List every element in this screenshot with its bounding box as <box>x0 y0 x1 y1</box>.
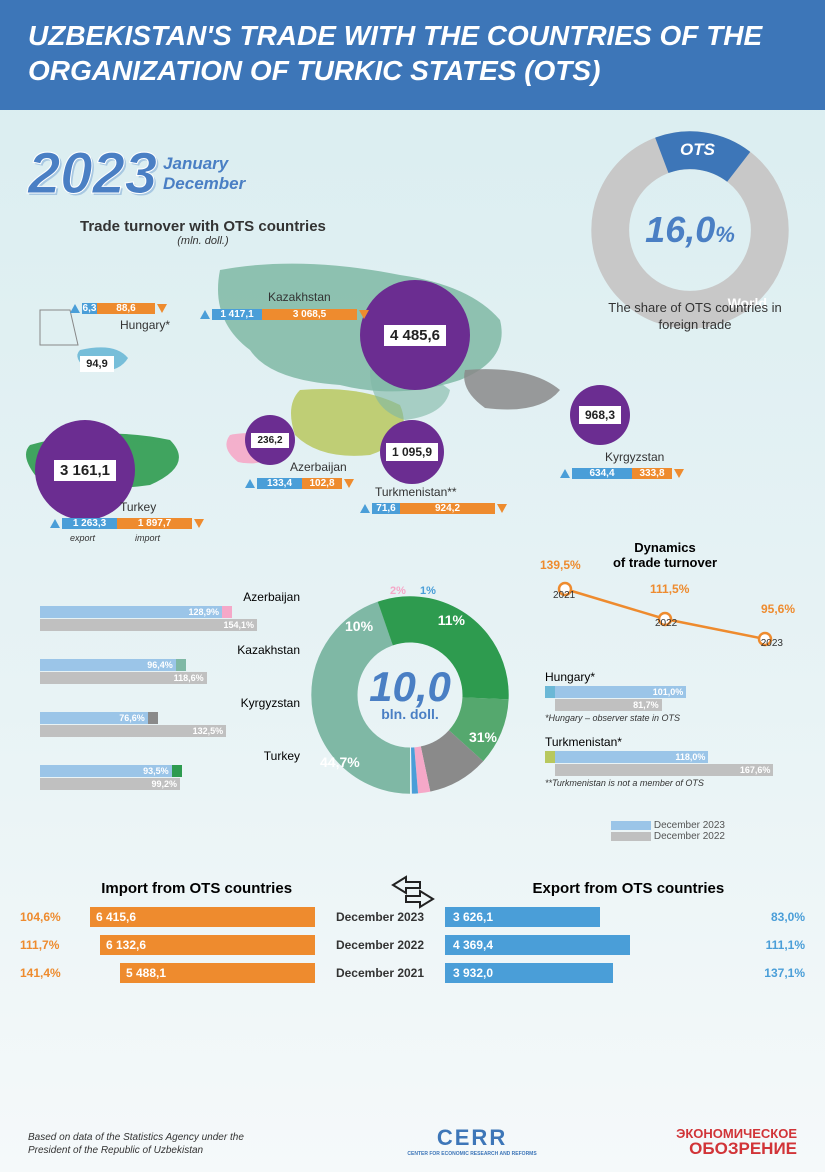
label-kazakhstan: Kazakhstan <box>268 290 331 304</box>
dynamics-chart: Dynamics of trade turnover 139,5% 111,5%… <box>535 540 795 660</box>
bubble-kazakhstan: 4 485,6 <box>360 280 470 390</box>
swap-icon <box>388 872 438 912</box>
bar-turkmenistan: 71,6924,2 <box>360 500 507 517</box>
label-turkey: Turkey <box>120 500 156 514</box>
logo-review: ЭКОНОМИЧЕСКОЕОБОЗРЕНИЕ <box>676 1127 797 1157</box>
growth-Turkmenistan*: Turkmenistan* 118,0% 167,6% **Turkmenist… <box>545 735 795 788</box>
bar-hungary: 6,388,6 <box>70 300 167 317</box>
page-title: UZBEKISTAN'S TRADE WITH THE COUNTRIES OF… <box>0 0 825 110</box>
label-azerbaijan: Azerbaijan <box>290 460 347 474</box>
bubble-turkmenistan: 1 095,9 <box>380 420 444 484</box>
share-value: 16,0% <box>645 209 735 251</box>
growth-Kyrgyzstan: Kyrgyzstan 76,6% 132,5% <box>40 696 300 737</box>
months: January December <box>163 154 245 193</box>
growth-Hungary*: Hungary* 101,0% 81,7% *Hungary – observe… <box>545 670 795 723</box>
ots-label: OTS <box>680 140 715 160</box>
year: 2023 <box>28 140 157 207</box>
import-header: Import from OTS countries <box>20 880 373 897</box>
bar-turkey: 1 263,31 897,7 <box>50 515 204 532</box>
kyrgyzstan-shape <box>464 369 560 409</box>
row-December 2022: 111,7% 6 132,6 December 2022 4 369,4 111… <box>20 935 805 955</box>
import-export-section: Import from OTS countries Export from OT… <box>20 880 805 991</box>
bubble-hungary: 94,9 <box>75 342 119 386</box>
growth-Azerbaijan: Azerbaijan 128,9% 154,1% <box>40 590 300 631</box>
growth-Kazakhstan: Kazakhstan 96,4% 118,6% <box>40 643 300 684</box>
source-note: Based on data of the Statistics Agency u… <box>28 1131 268 1157</box>
bar-azerbaijan: 133,4102,8 <box>245 475 354 492</box>
row-December 2021: 141,4% 5 488,1 December 2021 3 932,0 137… <box>20 963 805 983</box>
export-header: Export from OTS countries <box>452 880 805 897</box>
label-kyrgyzstan: Kyrgyzstan <box>605 450 664 464</box>
legend: December 2023 December 2022 <box>611 820 725 842</box>
growth-left: Azerbaijan 128,9% 154,1% Kazakhstan 96,4… <box>40 590 300 802</box>
bubble-azerbaijan: 236,2 <box>245 415 295 465</box>
total-donut: 10,0bln. doll. 44,7% 31% 11% 10% 2% 1% <box>305 590 515 800</box>
label-hungary: Hungary* <box>120 318 170 332</box>
bubble-kyrgyzstan: 968,3 <box>570 385 630 445</box>
label-turkmenistan: Turkmenistan** <box>375 485 457 499</box>
bar-kyrgyzstan: 634,4333,8 <box>560 465 684 482</box>
sublabel-export: export <box>70 533 95 543</box>
sublabel-import: import <box>135 533 160 543</box>
share-caption: The share of OTS countries in foreign tr… <box>605 300 785 334</box>
logo-cerr: CERRCENTER FOR ECONOMIC RESEARCH AND REF… <box>407 1125 536 1157</box>
footer: Based on data of the Statistics Agency u… <box>28 1125 797 1157</box>
subtitle: Trade turnover with OTS countries (mln. … <box>80 218 326 247</box>
growth-right: Hungary* 101,0% 81,7% *Hungary – observe… <box>545 670 795 800</box>
growth-Turkey: Turkey 93,5% 99,2% <box>40 749 300 790</box>
bar-kazakhstan: 1 417,13 068,5 <box>200 306 369 323</box>
period-block: 2023 January December <box>28 140 245 207</box>
